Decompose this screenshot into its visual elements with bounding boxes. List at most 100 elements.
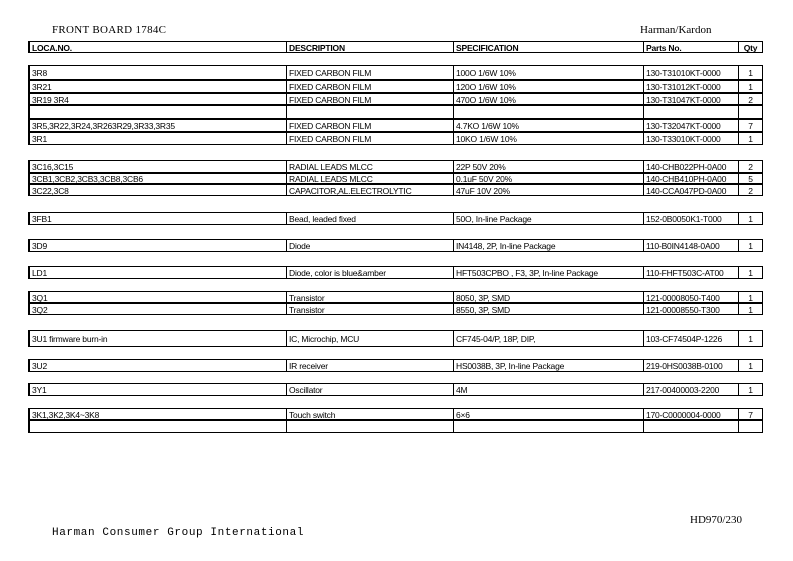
table-row: 3K1,3K2,3K4~3K8 Touch switch 6×6 170-C00000…: [28, 408, 763, 420]
cell-qty: 1: [738, 66, 763, 79]
cell-loca-no: LD1: [28, 267, 286, 278]
cell-loca-no: 3R1: [28, 133, 286, 144]
cell-specification: HFT503CPBO , F3, 3P, In-line Package: [453, 267, 643, 278]
table-row: 3R8 FIXED CARBON FILM 100O 1/6W 10% 130-T31…: [28, 65, 763, 80]
cell-description: RADIAL LEADS MLCC: [286, 174, 453, 183]
cell-description: Oscillator: [286, 384, 453, 395]
cell-specification: 4.7KO 1/6W 10%: [453, 120, 643, 131]
table-row: [28, 105, 763, 119]
cell-parts-no: 140-CHB022PH-0A00: [643, 161, 738, 172]
column-header-description: DESCRIPTION: [286, 42, 453, 52]
cell-loca-no: 3Q1: [28, 292, 286, 302]
table-row: 3U1 firmware burn-in IC, Microchip, MCU CF…: [28, 330, 763, 347]
cell-loca-no: 3C16,3C15: [28, 161, 286, 172]
cell-loca-no: 3R5,3R22,3R24,3R263R29,3R33,3R35: [28, 120, 286, 131]
cell-specification: 8550, 3P, SMD: [453, 304, 643, 314]
cell-qty: 1: [738, 292, 763, 302]
table-row: 3Q1 Transistor 8050, 3P, SMD 121-00008050-T…: [28, 291, 763, 303]
cell-specification: 8050, 3P, SMD: [453, 292, 643, 302]
cell-loca-no: 3K1,3K2,3K4~3K8: [28, 409, 286, 419]
cell-specification: [453, 421, 643, 432]
cell-parts-no: 140-CHB410PH-0A00: [643, 174, 738, 183]
cell-parts-no: 170-C0000004-0000: [643, 409, 738, 419]
table-row: LD1 Diode, color is blue&amber HFT503CPBO …: [28, 266, 763, 279]
cell-parts-no: 130-T31047KT-0000: [643, 94, 738, 104]
cell-loca-no: 3Y1: [28, 384, 286, 395]
table-row: 3Y1 Oscillator 4M 217-00400003-2200 1: [28, 383, 763, 396]
cell-description: FIXED CARBON FILM: [286, 66, 453, 79]
cell-description: Diode: [286, 240, 453, 251]
table-row: 3D9 Diode IN4148, 2P, In-line Package 110-B…: [28, 239, 763, 252]
table-row: 3FB1 Bead, leaded fixed 50O, In-line Packa…: [28, 212, 763, 225]
cell-description: Touch switch: [286, 409, 453, 419]
cell-qty: 1: [738, 81, 763, 92]
cell-parts-no: 130-T31012KT-0000: [643, 81, 738, 92]
cell-qty: 2: [738, 94, 763, 104]
cell-description: Bead, leaded fixed: [286, 213, 453, 224]
cell-qty: 7: [738, 409, 763, 419]
cell-description: FIXED CARBON FILM: [286, 94, 453, 104]
table-header: LOCA.NO. DESCRIPTION SPECIFICATION Parts…: [28, 41, 763, 53]
column-header-parts-no: Parts No.: [643, 42, 738, 52]
cell-qty: 1: [738, 304, 763, 314]
cell-description: Transistor: [286, 292, 453, 302]
cell-specification: CF745-04/P, 18P, DIP,: [453, 331, 643, 346]
cell-loca-no: 3D9: [28, 240, 286, 251]
cell-qty: 1: [738, 267, 763, 278]
cell-qty: 1: [738, 133, 763, 144]
table-row: [28, 420, 763, 433]
cell-description: FIXED CARBON FILM: [286, 120, 453, 131]
cell-specification: IN4148, 2P, In-line Package: [453, 240, 643, 251]
cell-loca-no: 3FB1: [28, 213, 286, 224]
table-row: 3R5,3R22,3R24,3R263R29,3R33,3R35 FIXED CA…: [28, 119, 763, 132]
cell-specification: 22P 50V 20%: [453, 161, 643, 172]
cell-parts-no: 121-00008550-T300: [643, 304, 738, 314]
cell-description: CAPACITOR,AL.ELECTROLYTIC: [286, 185, 453, 195]
cell-parts-no: [643, 106, 738, 118]
cell-specification: 6×6: [453, 409, 643, 419]
cell-qty: 1: [738, 384, 763, 395]
cell-description: Diode, color is blue&amber: [286, 267, 453, 278]
cell-loca-no: [28, 421, 286, 432]
cell-description: FIXED CARBON FILM: [286, 81, 453, 92]
table-row: 3U2 IR receiver HS0038B, 3P, In-line Packa…: [28, 359, 763, 372]
table-row: 3R21 FIXED CARBON FILM 120O 1/6W 10% 130-T3…: [28, 80, 763, 93]
cell-loca-no: [28, 106, 286, 118]
cell-loca-no: 3CB1,3CB2,3CB3,3CB8,3CB6: [28, 174, 286, 183]
table-row: 3R1 FIXED CARBON FILM 10KO 1/6W 10% 130-T33…: [28, 132, 763, 145]
cell-loca-no: 3Q2: [28, 304, 286, 314]
cell-parts-no: 110-B0IN4148-0A00: [643, 240, 738, 251]
cell-specification: 10KO 1/6W 10%: [453, 133, 643, 144]
cell-description: [286, 106, 453, 118]
cell-parts-no: 130-T32047KT-0000: [643, 120, 738, 131]
cell-qty: [738, 421, 763, 432]
table-row: 3CB1,3CB2,3CB3,3CB8,3CB6 RADIAL LEADS MLC…: [28, 173, 763, 184]
cell-specification: HS0038B, 3P, In-line Package: [453, 360, 643, 371]
cell-qty: 2: [738, 161, 763, 172]
document-title: FRONT BOARD 1784C: [52, 24, 167, 36]
cell-specification: 0.1uF 50V 20%: [453, 174, 643, 183]
footer-company: Harman Consumer Group International: [52, 527, 305, 539]
cell-specification: 470O 1/6W 10%: [453, 94, 643, 104]
cell-parts-no: 152-0B0050K1-T000: [643, 213, 738, 224]
spacer-row: [28, 52, 763, 66]
cell-description: FIXED CARBON FILM: [286, 133, 453, 144]
cell-qty: 7: [738, 120, 763, 131]
cell-qty: 1: [738, 360, 763, 371]
cell-specification: 50O, In-line Package: [453, 213, 643, 224]
cell-parts-no: 103-CF74504P-1226: [643, 331, 738, 346]
cell-parts-no: 140-CCA047PD-0A00: [643, 185, 738, 195]
cell-description: RADIAL LEADS MLCC: [286, 161, 453, 172]
cell-qty: [738, 106, 763, 118]
column-header-qty: Qty: [738, 42, 763, 52]
cell-description: [286, 421, 453, 432]
page-number: HD970/230: [690, 514, 742, 526]
cell-specification: 4M: [453, 384, 643, 395]
cell-loca-no: 3R8: [28, 66, 286, 79]
cell-parts-no: 219-0HS0038B-0100: [643, 360, 738, 371]
cell-loca-no: 3U2: [28, 360, 286, 371]
table-row: 3Q2 Transistor 8550, 3P, SMD 121-00008550-T…: [28, 303, 763, 315]
cell-loca-no: 3R21: [28, 81, 286, 92]
cell-description: IR receiver: [286, 360, 453, 371]
column-header-specification: SPECIFICATION: [453, 42, 643, 52]
